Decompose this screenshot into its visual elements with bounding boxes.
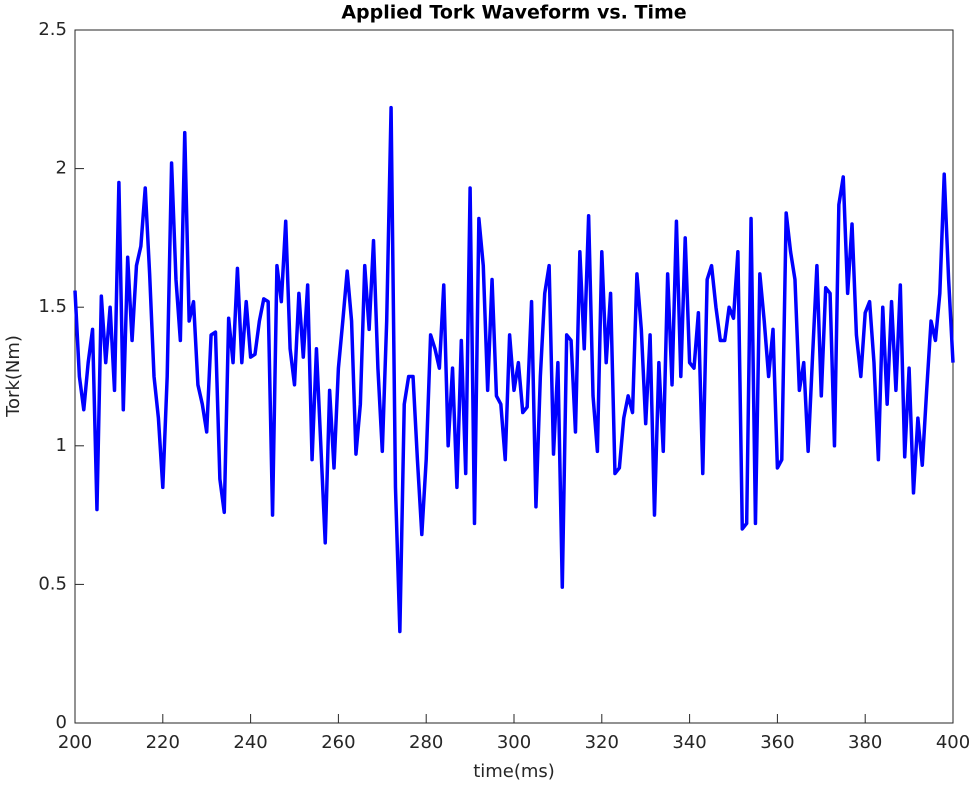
x-tick-label: 340 (672, 732, 706, 753)
x-tick-label: 200 (58, 732, 92, 753)
y-tick-label: 2.5 (38, 19, 67, 40)
y-tick-label: 1 (56, 435, 67, 456)
x-tick-label: 220 (146, 732, 180, 753)
data-line (73, 105, 955, 634)
x-tick-label: 280 (409, 732, 443, 753)
y-tick-label: 1.5 (38, 296, 67, 317)
y-tick-label: 0 (56, 712, 67, 733)
x-tick-label: 380 (848, 732, 882, 753)
x-tick-label: 360 (760, 732, 794, 753)
x-tick-label: 300 (497, 732, 531, 753)
x-axis-label: time(ms) (473, 761, 555, 782)
y-tick-label: 0.5 (38, 573, 67, 594)
x-tick-label: 260 (321, 732, 355, 753)
x-tick-label: 400 (936, 732, 970, 753)
x-tick-label: 320 (585, 732, 619, 753)
x-tick-label: 240 (233, 732, 267, 753)
y-tick-label: 2 (56, 158, 67, 179)
y-axis-label: Tork(Nm) (3, 335, 24, 418)
chart-title: Applied Tork Waveform vs. Time (341, 2, 686, 24)
